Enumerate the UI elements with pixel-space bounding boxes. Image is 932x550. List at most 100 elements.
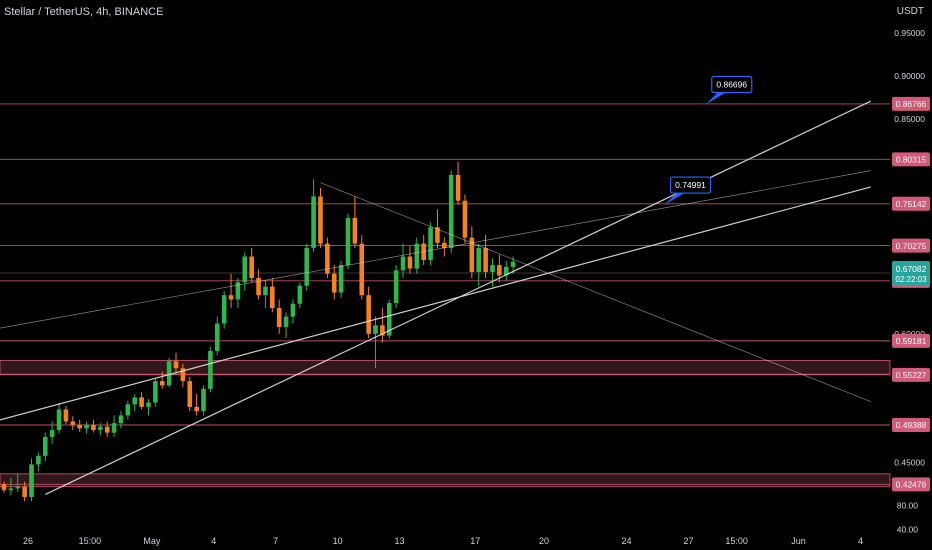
symbol-name: Stellar / TetherUS	[4, 6, 91, 18]
candle-body-71	[490, 265, 495, 272]
candle-body-22	[153, 381, 158, 403]
candle-body-46	[318, 196, 323, 244]
candle-body-29	[201, 388, 206, 412]
candle-body-48	[331, 273, 337, 293]
candle-body-70	[483, 247, 488, 272]
candle-body-30	[208, 351, 213, 389]
bar-countdown-label: 02:22:03	[895, 275, 927, 284]
candle-body-43	[297, 285, 303, 304]
candle-body-74	[510, 261, 516, 267]
time-tick-9: 24	[622, 536, 632, 546]
candle-body-52	[359, 243, 365, 296]
current-price-label: 0.67082	[896, 264, 927, 274]
level-badge-0	[892, 96, 930, 111]
time-tick-0: 26	[23, 536, 33, 546]
interval-label: 4h	[96, 6, 109, 18]
candle-body-12	[84, 424, 89, 429]
time-axis[interactable]: 26 15:00 May 4 7 10 13 17 20 24 27 15:00 Jun 4	[23, 536, 863, 546]
trendline-0	[0, 186, 872, 421]
candle-body-55	[380, 325, 385, 336]
candle-body-60	[414, 243, 420, 269]
candle-body-26	[180, 368, 186, 382]
candle-body-33	[228, 295, 234, 300]
candle-body-31	[214, 323, 220, 352]
callout-label-1: 0.74991	[675, 180, 706, 190]
price-tick-2: 0.85000	[894, 114, 925, 124]
candle-body-13	[91, 424, 96, 431]
candle-body-51	[352, 217, 358, 244]
candle-body-17	[118, 415, 124, 424]
callout-pointer-1	[664, 193, 685, 206]
candle-body-72	[497, 265, 502, 276]
candle-body-28	[194, 406, 199, 412]
candle-body-15	[104, 426, 110, 433]
price-callouts: 0.86696 0.74991	[664, 75, 753, 206]
callout-box-1	[669, 176, 712, 194]
price-tick-3: 0.60000	[894, 329, 925, 339]
price-tick-0: 0.95000	[894, 28, 925, 38]
trendlines	[0, 100, 872, 496]
candle-body-63	[435, 227, 440, 243]
candle-body-2	[15, 486, 21, 489]
candle-body-0	[1, 484, 7, 491]
trendline-2	[0, 170, 871, 329]
candle-body-39	[270, 286, 275, 309]
candle-body-58	[400, 256, 406, 271]
level-badge-7	[892, 417, 930, 432]
price-axis[interactable]: 0.95000 0.90000 0.85000 0.60000 0.45000 80.00…	[892, 28, 930, 535]
time-tick-3: 4	[211, 536, 216, 546]
current-price-badge	[892, 261, 930, 286]
candle-body-50	[345, 217, 351, 266]
candle-body-66	[455, 174, 461, 201]
level-badge-8	[892, 477, 930, 492]
candle-body-19	[132, 397, 138, 405]
candle-body-18	[125, 404, 131, 416]
candle-body-67	[462, 200, 468, 238]
candle-body-14	[98, 426, 103, 431]
candle-body-24	[166, 361, 172, 386]
candle-body-47	[325, 243, 330, 274]
horizontal-levels	[0, 103, 890, 485]
candle-body-40	[276, 308, 282, 327]
level-badge-label-6: 0.55227	[896, 370, 927, 380]
candle-body-27	[187, 381, 193, 407]
candle-body-54	[373, 325, 378, 334]
candle-body-5	[36, 455, 41, 465]
level-badge-label-0: 0.86766	[896, 99, 927, 109]
candle-body-21	[146, 402, 151, 407]
time-tick-13: 4	[858, 536, 863, 546]
time-tick-11: 15:00	[725, 536, 748, 546]
candle-body-44	[304, 247, 310, 286]
candle-body-59	[407, 256, 413, 269]
candle-body-73	[503, 266, 509, 276]
callout-box-0	[711, 75, 753, 94]
candle-body-41	[283, 316, 289, 327]
time-tick-5: 10	[333, 536, 343, 546]
supply-demand-zones	[0, 360, 891, 488]
candle-body-11	[77, 424, 82, 429]
candle-body-42	[290, 303, 296, 317]
candle-body-35	[242, 256, 248, 283]
level-badge-3	[892, 238, 930, 253]
candle-body-34	[235, 282, 241, 300]
level-badge-6	[892, 367, 930, 382]
level-badge-2	[892, 196, 930, 211]
title-separator: ,	[108, 6, 115, 18]
level-badge-label-3: 0.70275	[896, 241, 927, 251]
candle-body-4	[29, 464, 34, 498]
title-separator: ,	[90, 6, 97, 18]
level-badge-label-5: 0.59181	[896, 336, 927, 346]
candle-body-25	[173, 361, 179, 369]
candle-body-16	[111, 423, 117, 433]
trendline-1	[45, 100, 872, 496]
candle-body-57	[393, 270, 399, 303]
level-badge-1	[892, 152, 930, 167]
candle-body-37	[256, 278, 261, 296]
candlestick-series	[1, 162, 516, 502]
time-tick-6: 13	[395, 536, 405, 546]
candle-body-49	[338, 265, 344, 293]
candle-body-69	[476, 247, 482, 272]
candle-body-8	[56, 409, 62, 431]
callout-label-0: 0.86696	[716, 80, 747, 90]
